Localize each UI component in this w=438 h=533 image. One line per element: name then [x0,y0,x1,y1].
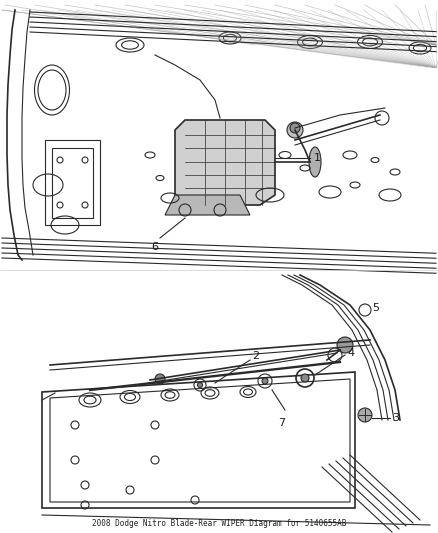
Polygon shape [175,120,275,205]
Text: 2: 2 [252,351,259,361]
Text: 7: 7 [279,418,286,428]
Circle shape [358,408,372,422]
Text: 2008 Dodge Nitro Blade-Rear WIPER Diagram for 5140655AB: 2008 Dodge Nitro Blade-Rear WIPER Diagra… [92,519,346,528]
Ellipse shape [309,147,321,177]
Polygon shape [165,195,250,215]
Circle shape [287,122,303,138]
Circle shape [198,383,202,387]
Circle shape [301,374,309,382]
Text: 5: 5 [372,303,379,313]
Text: 4: 4 [347,348,354,358]
Circle shape [290,123,300,133]
Circle shape [155,374,165,384]
Circle shape [262,378,268,384]
Text: 6: 6 [152,242,159,252]
Text: 3: 3 [392,413,399,423]
Circle shape [337,337,353,353]
Text: 1: 1 [314,153,321,163]
